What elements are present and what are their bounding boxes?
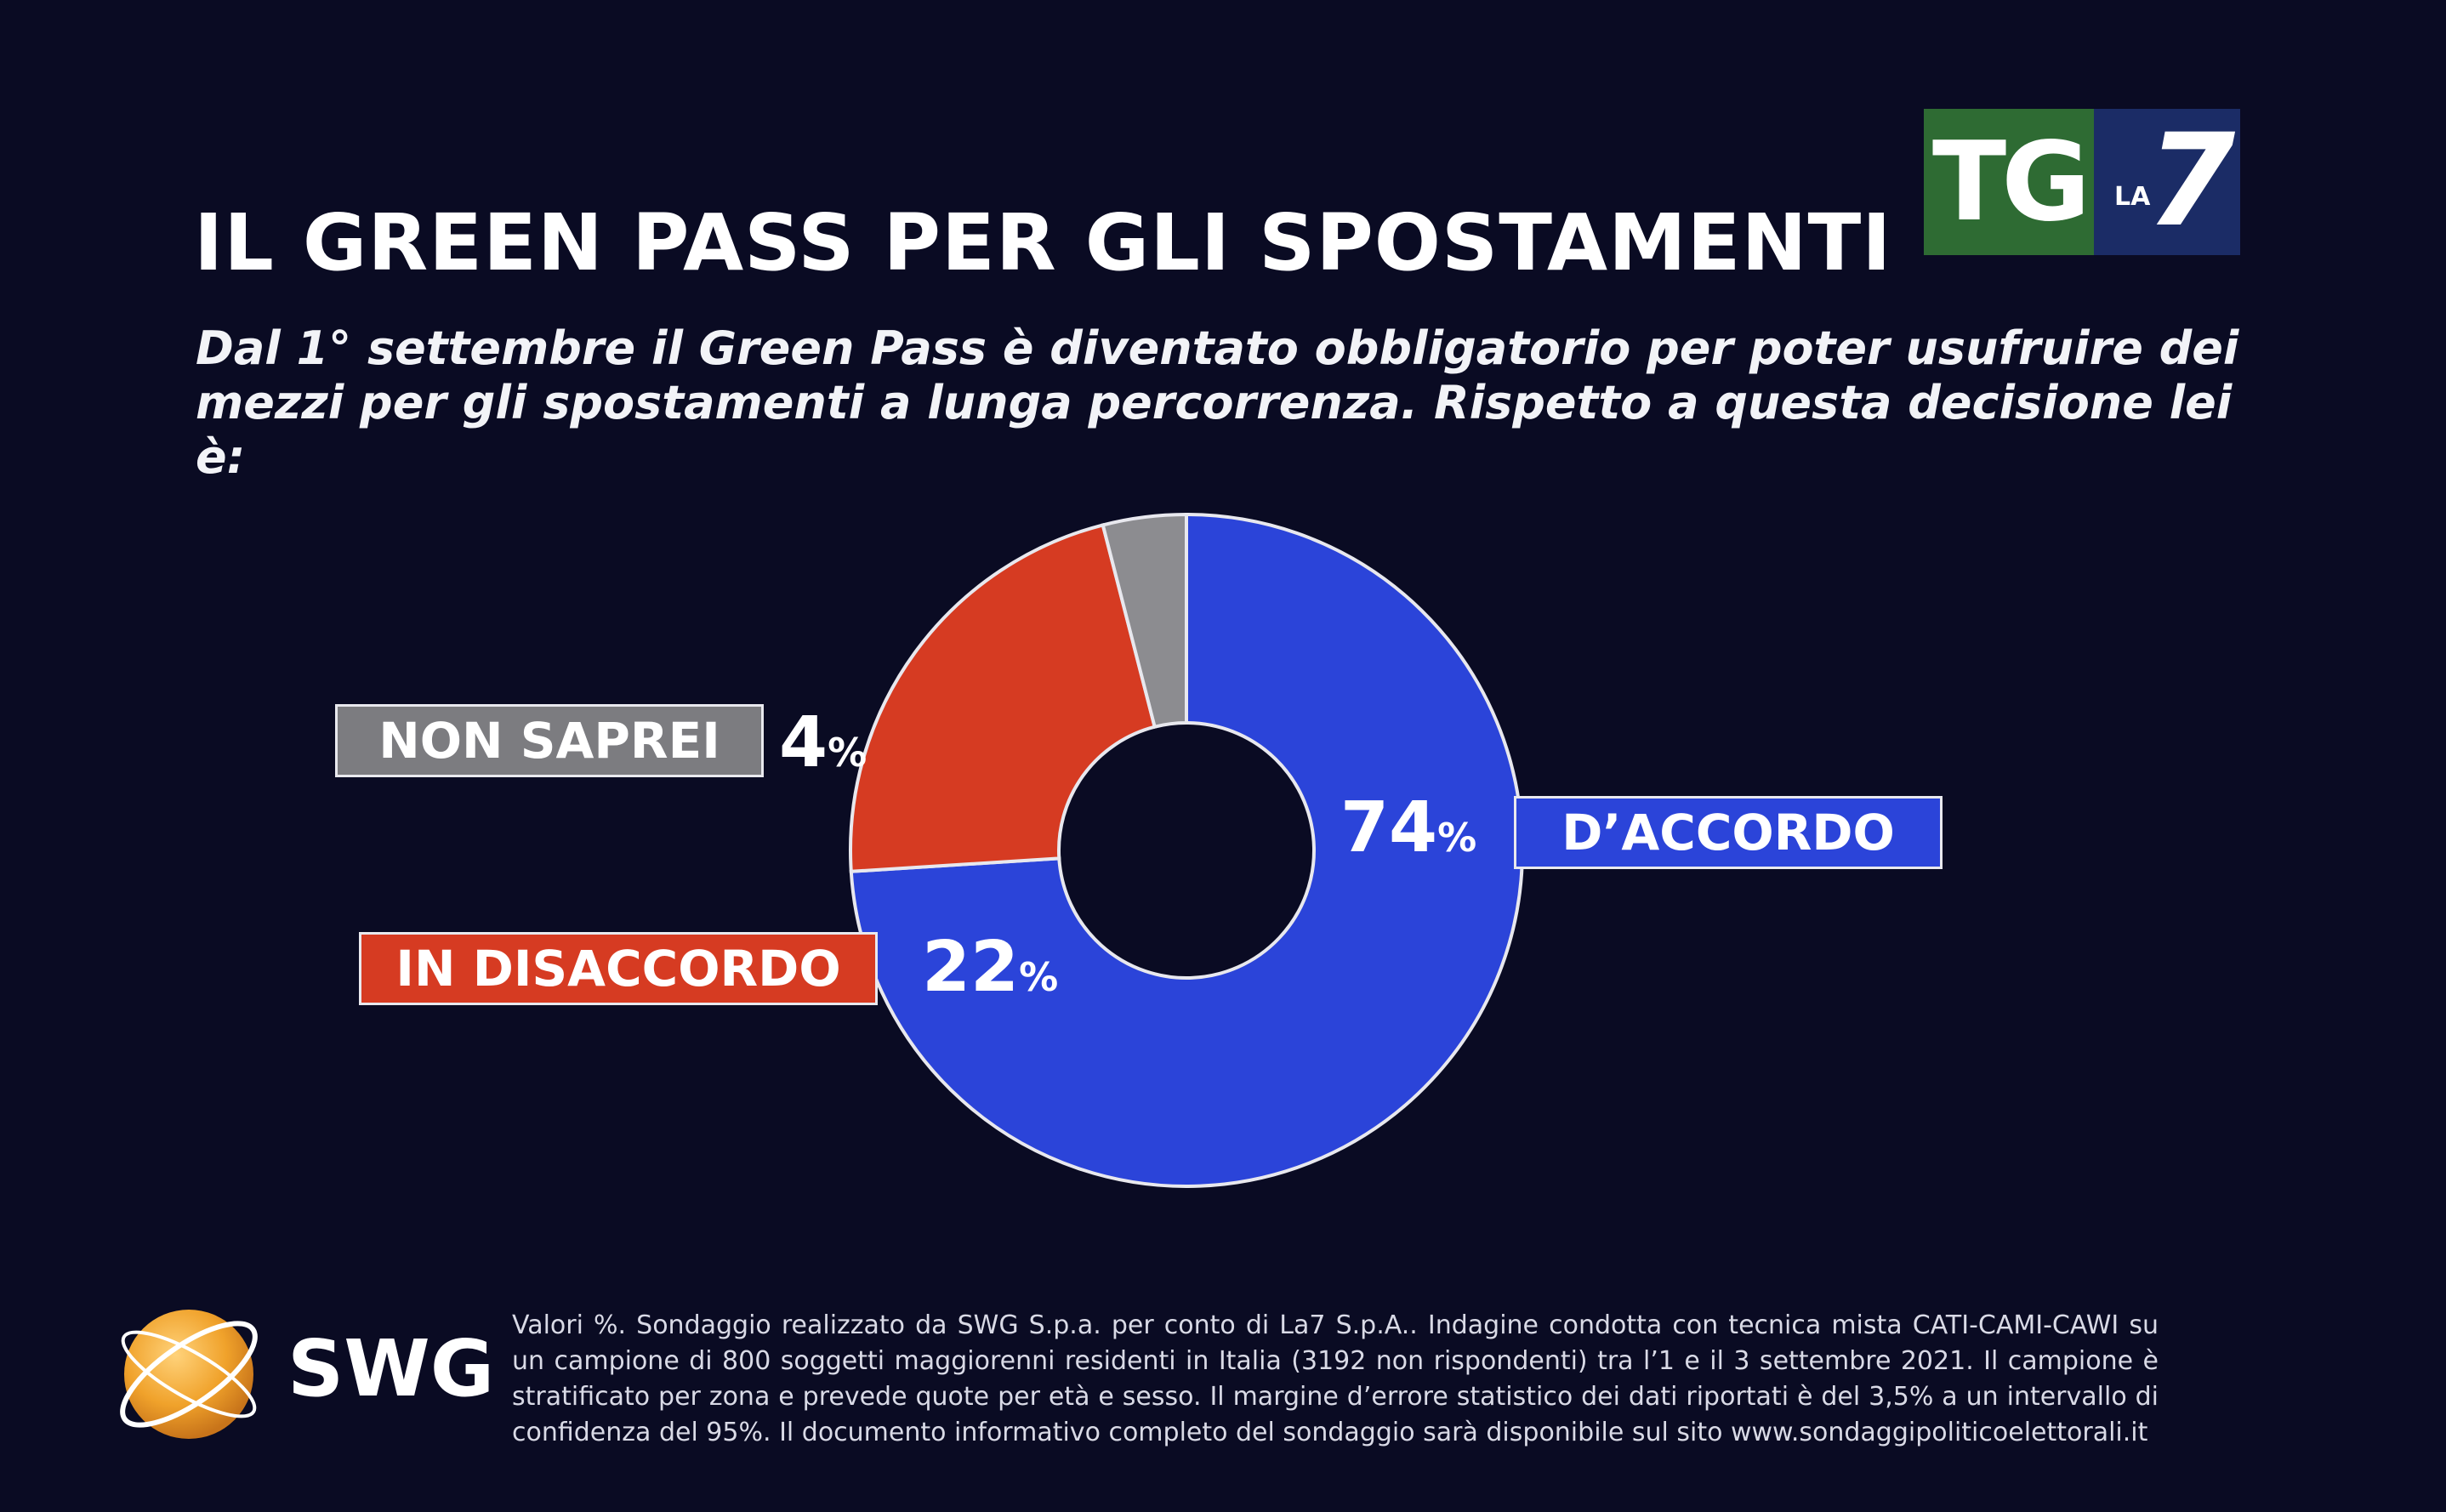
unit-non-saprei: %	[828, 730, 867, 776]
seven-logo-text: 7	[2147, 107, 2236, 255]
data-label-in-disaccordo: 22%	[922, 927, 1058, 1008]
data-label-d-accordo: 74%	[1340, 787, 1476, 868]
data-label-non-saprei: 4%	[779, 702, 867, 783]
tg-la7-logo: TG LA 7	[1924, 107, 2240, 255]
chart-subtitle: Dal 1° settembre il Green Pass è diventa…	[196, 321, 2239, 484]
slice-non-saprei	[1101, 512, 1188, 730]
la-logo-text: LA	[2114, 182, 2151, 212]
slice-d-accordo	[849, 512, 1524, 1188]
value-d-accordo: 74	[1340, 787, 1438, 868]
donut-slices	[849, 512, 1524, 1188]
legend-label-d-accordo: D’ACCORDO	[1514, 796, 1943, 869]
swg-globe-icon	[120, 1310, 258, 1439]
tg-logo-text: TG	[1924, 109, 2094, 255]
swg-brand: SWG	[287, 1323, 495, 1414]
legend-label-non-saprei: NON SAPREI	[335, 704, 764, 777]
slice-in-disaccordo	[849, 522, 1158, 873]
legend-label-in-disaccordo: IN DISACCORDO	[359, 932, 878, 1005]
value-in-disaccordo: 22	[922, 927, 1020, 1008]
la7-logo-block: LA 7	[2094, 107, 2240, 255]
footnote: Valori %. Sondaggio realizzato da SWG S.…	[512, 1310, 2159, 1447]
value-non-saprei: 4	[779, 702, 828, 783]
unit-d-accordo: %	[1437, 815, 1477, 861]
chart-title: IL GREEN PASS PER GLI SPOSTAMENTI	[194, 197, 1892, 288]
unit-in-disaccordo: %	[1019, 954, 1059, 1000]
